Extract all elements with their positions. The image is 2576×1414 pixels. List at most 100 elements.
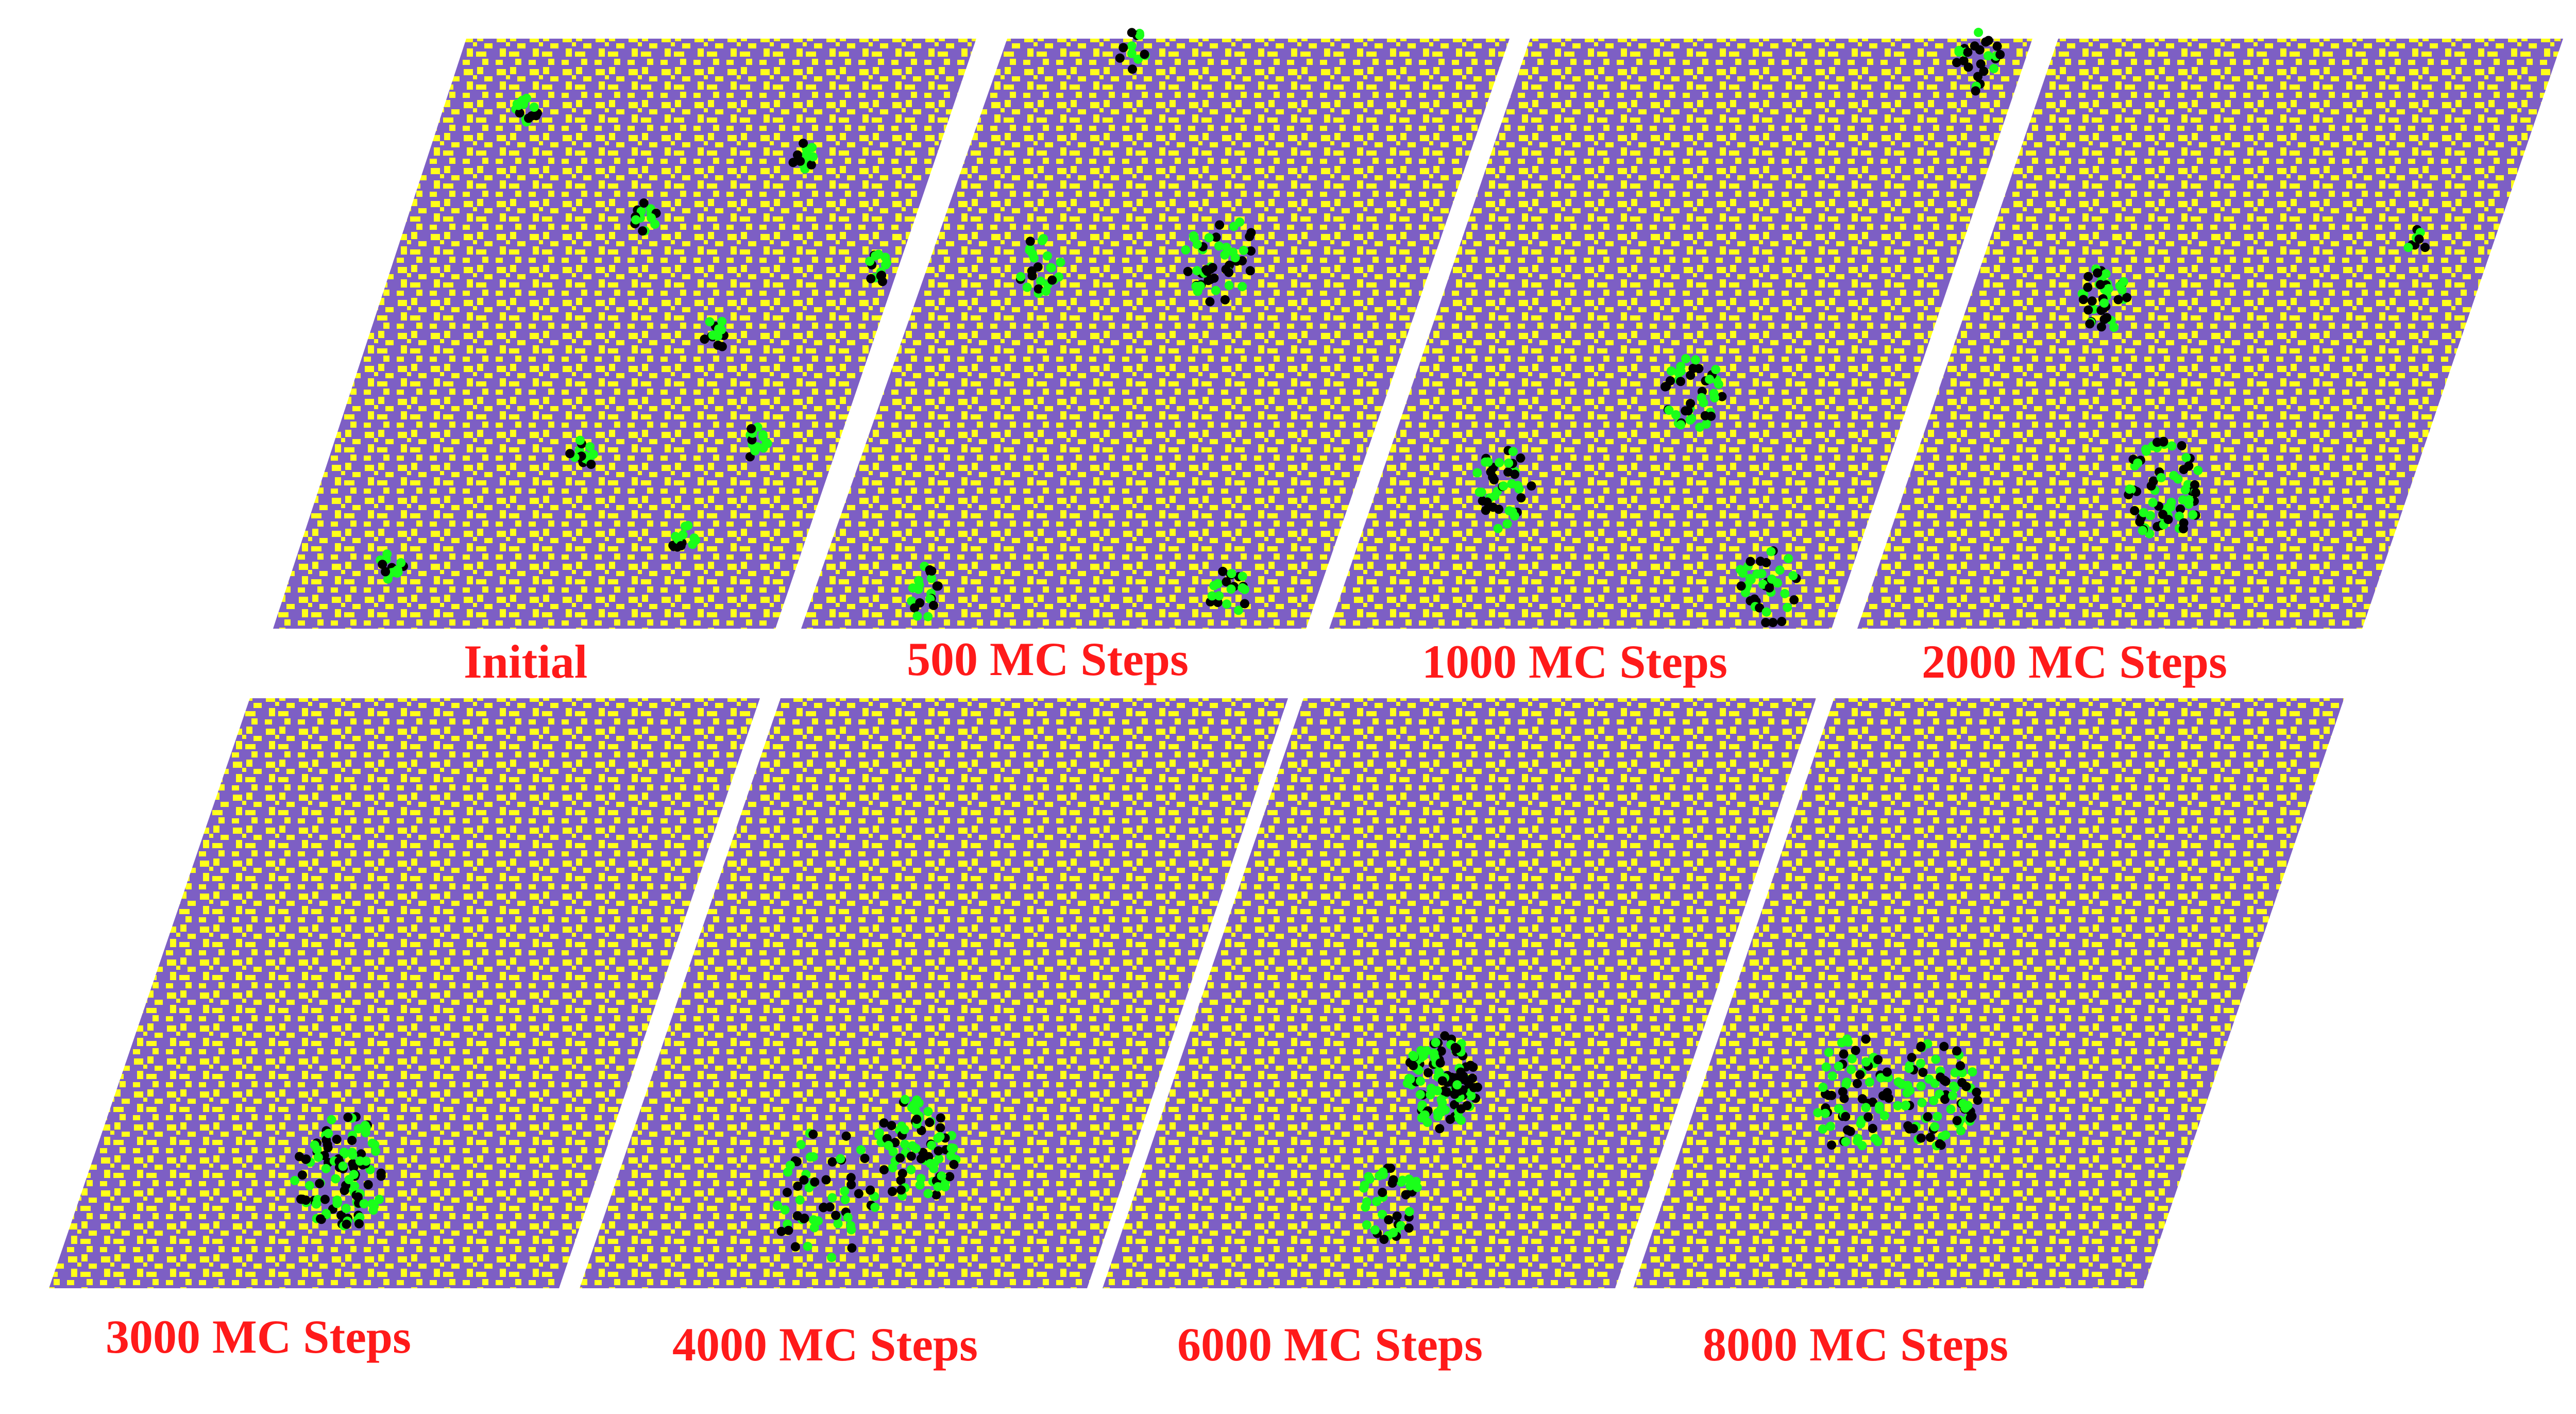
cluster-particle (1935, 1139, 1944, 1149)
panel-clusters (1472, 27, 2005, 628)
cluster-particle (1917, 1098, 1927, 1107)
cluster-particle (1768, 618, 1778, 628)
cluster-particle (793, 1181, 803, 1191)
cluster-particle (937, 1171, 946, 1181)
cluster-particle (1206, 275, 1215, 284)
cluster-particle (1711, 365, 1721, 375)
cluster-particle (639, 198, 649, 208)
cluster-particle (1908, 1124, 1918, 1134)
cluster-particle (887, 1121, 896, 1131)
cluster-particle (1714, 379, 1723, 389)
cluster-particle (1207, 591, 1217, 601)
cluster-particle (836, 1154, 845, 1164)
cluster-particle (339, 1148, 349, 1157)
cluster-particle (1233, 605, 1243, 615)
cluster-particle (896, 1175, 906, 1185)
cluster-particle (1946, 1104, 1956, 1114)
cluster-particle (1780, 589, 1790, 598)
cluster-particle (1047, 275, 1057, 285)
cluster-particle (933, 581, 943, 591)
cluster-particle (1362, 1197, 1371, 1207)
panel-lattice (1633, 698, 2344, 1288)
cluster-particle (2156, 473, 2166, 482)
cluster-particle (1192, 266, 1202, 276)
cluster-particle (1873, 1055, 1883, 1065)
cluster-particle (821, 1175, 831, 1185)
cluster-particle (880, 260, 890, 270)
cluster-particle (1039, 234, 1048, 244)
cluster-particle (1916, 1058, 1926, 1068)
cluster-particle (2414, 234, 2424, 244)
cluster-particle (1510, 469, 1519, 479)
cluster-particle (1949, 1081, 1959, 1091)
cluster-particle (1472, 468, 1482, 478)
panel-label: 1000 MC Steps (1422, 635, 1727, 688)
cluster-particle (1415, 1090, 1425, 1099)
cluster-particle (1140, 49, 1149, 59)
cluster-particle (897, 1169, 907, 1179)
cluster-particle (917, 1125, 926, 1135)
cluster-particle (808, 1130, 818, 1139)
cluster-particle (806, 160, 816, 170)
cluster-particle (1940, 1095, 1950, 1104)
cluster-particle (925, 1118, 935, 1127)
cluster-particle (808, 1152, 818, 1162)
cluster-particle (896, 1185, 906, 1195)
cluster-particle (1963, 47, 1973, 57)
cluster-particle (1226, 584, 1236, 594)
cluster-particle (376, 1168, 386, 1178)
cluster-particle (1958, 1099, 1968, 1108)
cluster-particle (888, 1187, 897, 1197)
cluster-particle (1127, 28, 1137, 38)
cluster-particle (2096, 306, 2106, 315)
cluster-particle (2420, 243, 2430, 252)
cluster-particle (1489, 475, 1499, 485)
cluster-particle (1818, 1083, 1828, 1092)
cluster-particle (1736, 581, 1746, 591)
cluster-particle (1761, 607, 1771, 617)
cluster-particle (1952, 1046, 1962, 1056)
cluster-particle (827, 1157, 837, 1167)
cluster-particle (1468, 1062, 1478, 1072)
cluster-particle (1481, 506, 1490, 515)
cluster-particle (2179, 518, 2189, 528)
cluster-particle (1789, 595, 1799, 605)
cluster-particle (871, 251, 880, 261)
cluster-particle (1861, 1034, 1871, 1044)
cluster-particle (1918, 1068, 1928, 1078)
cluster-particle (1201, 265, 1211, 275)
cluster-particle (1706, 411, 1716, 421)
cluster-particle (1937, 1132, 1947, 1141)
cluster-particle (1222, 599, 1231, 609)
cluster-particle (803, 1241, 812, 1251)
cluster-particle (1884, 1093, 1894, 1103)
cluster-particle (831, 1210, 841, 1220)
cluster-particle (1916, 1081, 1926, 1091)
cluster-particle (1971, 86, 1980, 96)
cluster-particle (2125, 484, 2134, 494)
cluster-particle (359, 1199, 369, 1208)
cluster-particle (392, 568, 402, 578)
cluster-particle (529, 103, 539, 112)
cluster-particle (367, 1138, 377, 1148)
cluster-particle (1956, 1126, 1965, 1136)
cluster-particle (1666, 376, 1675, 385)
cluster-particle (313, 1152, 323, 1162)
cluster-particle (1842, 1034, 1852, 1044)
cluster-particle (2115, 281, 2125, 291)
cluster-particle (717, 342, 727, 351)
cluster-particle (1948, 1091, 1958, 1101)
cluster-particle (1392, 1211, 1402, 1221)
cluster-particle (1992, 41, 2002, 51)
cluster-particle (1818, 1124, 1827, 1134)
cluster-particle (1856, 1119, 1866, 1129)
cluster-particle (934, 1146, 943, 1156)
cluster-particle (927, 566, 937, 576)
cluster-particle (1128, 64, 1137, 74)
cluster-particle (1220, 250, 1230, 260)
panel-label: 2000 MC Steps (1922, 635, 2227, 688)
cluster-particle (1362, 1220, 1371, 1230)
cluster-particle (788, 158, 798, 167)
cluster-particle (1046, 263, 1056, 273)
cluster-particle (1452, 1043, 1462, 1053)
